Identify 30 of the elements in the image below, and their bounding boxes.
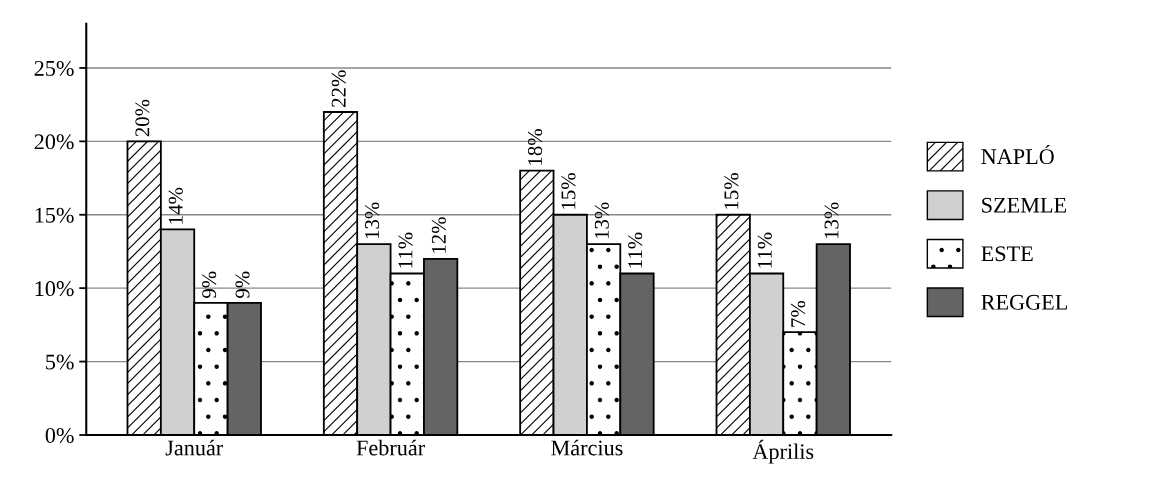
legend-label: NAPLÓ xyxy=(981,144,1054,165)
legend-label: REGGEL xyxy=(981,294,1067,310)
data-label: 9% xyxy=(202,271,217,299)
y-tick-label: 25% xyxy=(34,60,74,76)
data-label: 11% xyxy=(628,232,643,268)
legend-label: SZEMLE xyxy=(982,197,1066,213)
data-label: 15% xyxy=(561,173,576,209)
data-label: 18% xyxy=(528,129,543,165)
data-label: 20% xyxy=(135,99,150,137)
y-tick-label: 10% xyxy=(35,281,74,297)
y-tick-label: 0% xyxy=(45,427,74,443)
x-tick-label: Január xyxy=(165,439,224,456)
data-label: 13% xyxy=(824,202,839,239)
y-tick-label: 20% xyxy=(34,134,74,150)
legend-label: ESTE xyxy=(981,246,1033,262)
y-tick-label: 15% xyxy=(35,207,74,223)
data-label: 13% xyxy=(594,202,609,239)
x-tick-label: Március xyxy=(551,439,623,456)
data-label: 9% xyxy=(235,271,250,299)
data-label: 11% xyxy=(757,232,772,268)
data-label: 14% xyxy=(168,187,183,224)
y-tick-label: 5% xyxy=(46,354,74,370)
data-label: 7% xyxy=(791,300,806,327)
data-label: 13% xyxy=(365,202,380,239)
data-label: 15% xyxy=(724,173,739,209)
x-tick-label: Február xyxy=(356,439,425,456)
x-tick-label: Április xyxy=(752,439,814,464)
data-label: 12% xyxy=(431,217,446,253)
data-label: 11% xyxy=(398,232,413,268)
data-label: 22% xyxy=(331,70,346,107)
